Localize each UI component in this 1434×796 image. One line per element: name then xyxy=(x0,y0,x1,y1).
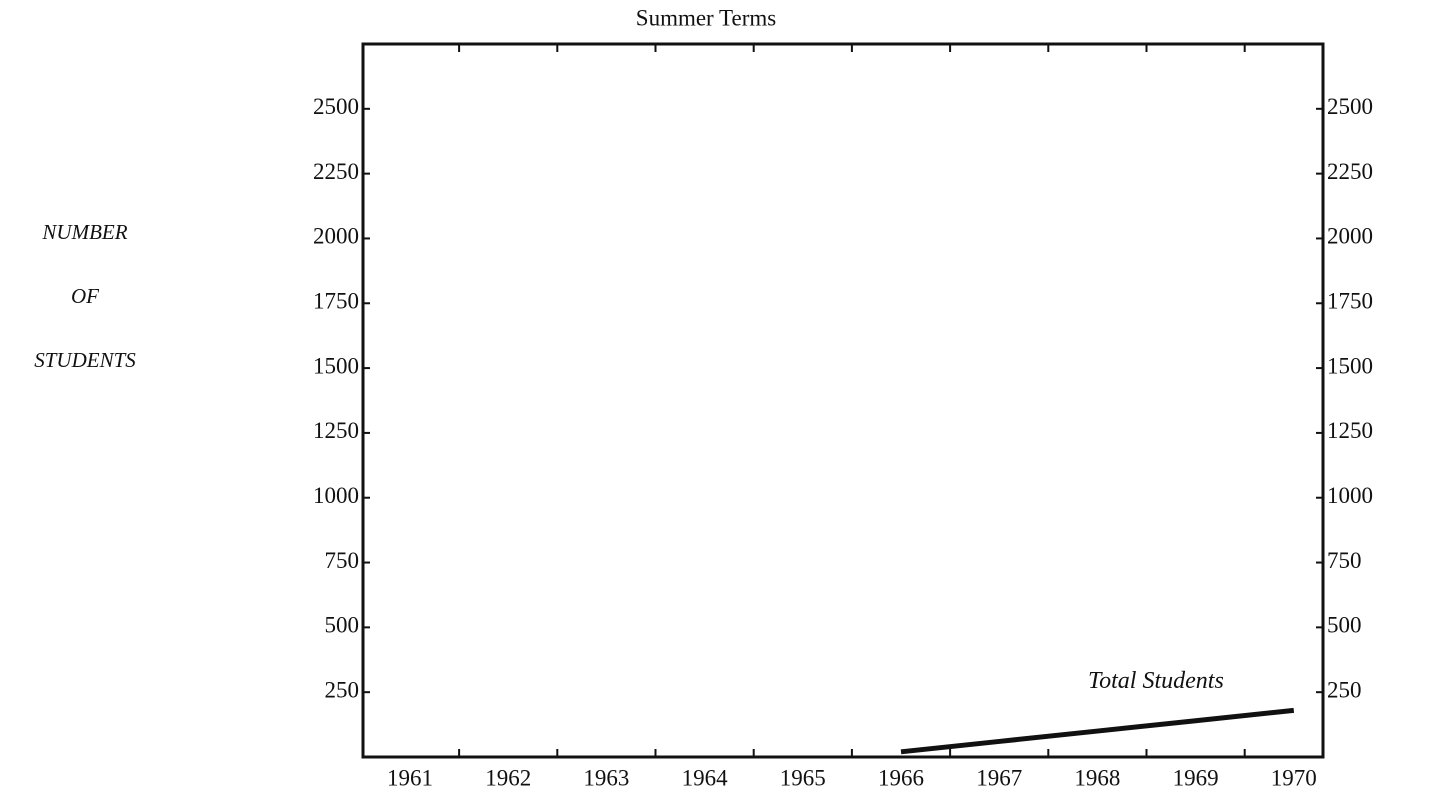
x-tick-label: 1962 xyxy=(485,765,531,790)
plot-frame xyxy=(361,42,1325,759)
x-tick-label: 1968 xyxy=(1074,765,1120,790)
y-tick-label: 250 xyxy=(325,677,360,702)
y-tick-label: 1500 xyxy=(313,353,359,378)
y2-tick-label: 2500 xyxy=(1327,94,1373,119)
y-tick-label: 1000 xyxy=(313,483,359,508)
x-tick-label: 1961 xyxy=(387,765,433,790)
y2-tick-label: 1500 xyxy=(1327,353,1373,378)
y2-tick-label: 2250 xyxy=(1327,159,1373,184)
y-axis-label: OF xyxy=(71,284,99,308)
y-tick-label: 2500 xyxy=(313,94,359,119)
y2-tick-label: 1750 xyxy=(1327,289,1373,314)
chart-title: Summer Terms xyxy=(636,5,776,30)
y-axis-label: NUMBER xyxy=(41,220,127,244)
y2-tick-label: 1000 xyxy=(1327,483,1373,508)
series-label: Total Students xyxy=(1088,668,1224,694)
y2-tick-label: 250 xyxy=(1327,677,1362,702)
x-tick-label: 1969 xyxy=(1173,765,1219,790)
y2-tick-label: 500 xyxy=(1327,613,1362,638)
y-axis-label: STUDENTS xyxy=(34,348,136,372)
x-tick-label: 1970 xyxy=(1271,765,1317,790)
y2-tick-label: 750 xyxy=(1327,548,1362,573)
line xyxy=(900,707,1295,755)
y-tick-label: 2000 xyxy=(313,224,359,249)
y-tick-label: 2250 xyxy=(313,159,359,184)
y-tick-label: 500 xyxy=(325,613,360,638)
x-tick-label: 1965 xyxy=(780,765,826,790)
y-tick-label: 750 xyxy=(325,548,360,573)
y2-tick-label: 1250 xyxy=(1327,418,1373,443)
y2-tick-label: 2000 xyxy=(1327,224,1373,249)
y-tick-label: 1750 xyxy=(313,289,359,314)
y-tick-label: 1250 xyxy=(313,418,359,443)
x-tick-label: 1966 xyxy=(878,765,924,790)
x-tick-label: 1967 xyxy=(976,765,1022,790)
x-tick-label: 1963 xyxy=(583,765,629,790)
x-tick-label: 1964 xyxy=(682,765,729,790)
